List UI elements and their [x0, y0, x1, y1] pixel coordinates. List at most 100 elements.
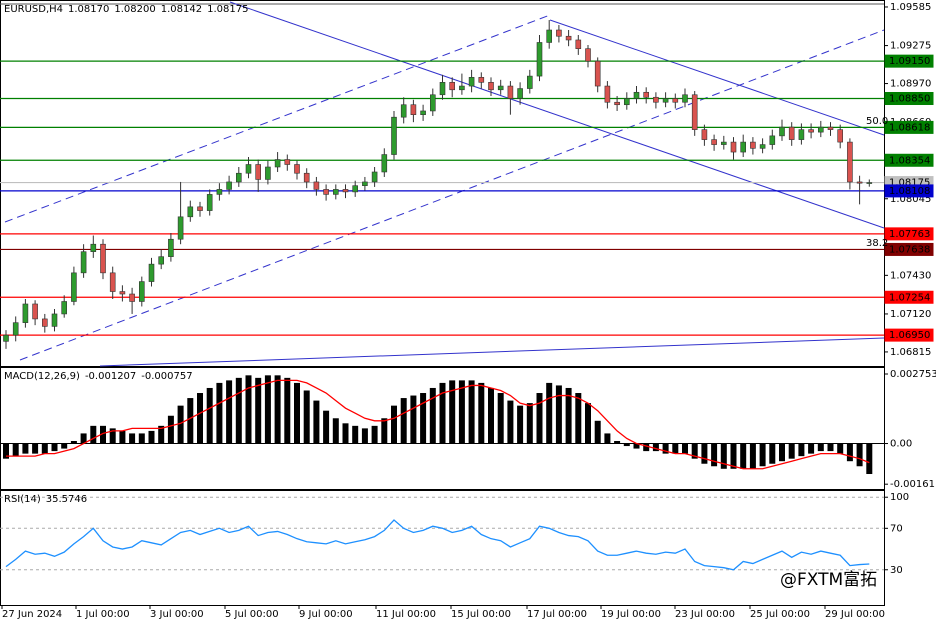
histogram-bar — [846, 443, 853, 462]
histogram-bar — [90, 425, 97, 444]
indicator-title: RSI(14) 35.5746 — [4, 494, 87, 505]
candle-body — [197, 206, 203, 211]
indicator-value: -0.001207 — [85, 371, 136, 382]
x-tick-label: 17 Jul 00:00 — [527, 609, 587, 620]
histogram-bar — [866, 443, 873, 475]
histogram-bar — [827, 443, 834, 452]
candle-body — [517, 88, 523, 99]
candle-body — [303, 172, 310, 183]
candle-body — [51, 313, 58, 327]
level-label: 1.07254 — [889, 292, 930, 303]
histogram-bar — [332, 418, 339, 444]
candle-body — [546, 29, 553, 43]
candle-body — [556, 29, 562, 37]
candle-body — [323, 189, 329, 195]
candle-body — [536, 42, 543, 77]
histogram-bar — [352, 425, 359, 444]
candle-body — [158, 256, 164, 265]
x-tick-label: 15 Jul 00:00 — [451, 609, 511, 620]
candle-body — [866, 182, 873, 184]
histogram-bar — [575, 393, 582, 444]
candle-body — [798, 129, 805, 140]
candle-body — [177, 216, 184, 240]
candle-body — [391, 116, 397, 155]
candle-body — [604, 85, 611, 103]
x-tick-label: 27 Jun 2024 — [2, 609, 62, 620]
histogram-bar — [817, 443, 824, 452]
signal-line — [6, 379, 870, 470]
level-label: 1.08175 — [889, 178, 930, 189]
candle-body — [3, 334, 9, 342]
level-label: 1.07763 — [889, 229, 930, 240]
y-tick-label: 100 — [890, 492, 909, 503]
histogram-bar — [22, 443, 29, 454]
candle-body — [623, 98, 630, 106]
histogram-bar — [284, 377, 291, 444]
histogram-bar — [303, 390, 310, 444]
candle-body — [429, 94, 436, 112]
histogram-bar — [313, 400, 320, 444]
y-tick-label: -0.00161 — [890, 479, 935, 490]
level-label: 1.08618 — [889, 122, 930, 133]
histogram-bar — [643, 443, 650, 452]
level-label-box — [884, 153, 934, 167]
histogram-bar — [497, 393, 504, 444]
rsi-line — [5, 519, 870, 571]
histogram-bar — [32, 443, 39, 454]
histogram-bar — [109, 428, 116, 444]
y-tick-label: 1.09275 — [890, 41, 931, 52]
ohlc-value: 1.08175 — [207, 4, 248, 15]
candle-body — [61, 301, 68, 315]
x-tick-label: 19 Jul 00:00 — [601, 609, 661, 620]
candle-body — [255, 164, 261, 180]
histogram-bar — [167, 415, 174, 444]
fib-level-label: 38.2 — [866, 238, 888, 249]
x-tick-label: 1 Jul 00:00 — [76, 609, 130, 620]
histogram-bar — [468, 380, 475, 444]
histogram-bar — [565, 387, 572, 444]
histogram-bar — [691, 443, 698, 459]
histogram-bar — [633, 443, 640, 449]
level-label-box — [884, 184, 934, 198]
candle-body — [109, 272, 116, 292]
candle-body — [100, 243, 106, 274]
level-label: 1.07638 — [889, 244, 930, 255]
candle-body — [129, 293, 135, 302]
candle-body — [206, 194, 213, 211]
candle-body — [594, 60, 601, 87]
candle-body — [711, 139, 717, 145]
level-label-box — [884, 92, 934, 106]
level-label-box — [884, 290, 934, 304]
histogram-bar — [371, 425, 378, 444]
histogram-bar — [206, 387, 213, 444]
level-label-box — [884, 54, 934, 68]
histogram-bar — [361, 428, 368, 444]
histogram-bar — [119, 430, 126, 444]
histogram-bar — [594, 420, 601, 444]
candle-body — [313, 181, 320, 190]
candle-body — [682, 94, 688, 103]
frame — [0, 0, 885, 606]
level-label-box — [884, 227, 934, 241]
y-tick-label: 1.07430 — [890, 270, 931, 281]
histogram-bar — [555, 385, 562, 444]
x-tick-label: 29 Jul 00:00 — [825, 609, 885, 620]
candle-body — [32, 303, 38, 320]
candle-body — [226, 181, 232, 190]
histogram-bar — [177, 405, 184, 444]
candle-body — [643, 91, 650, 98]
candle-body — [808, 129, 814, 133]
histogram-bar — [197, 393, 203, 444]
chart-title: EURUSD,H4 1.08170 1.08200 1.08142 1.08175 — [4, 4, 248, 15]
x-tick-label: 5 Jul 00:00 — [225, 609, 279, 620]
candle-body — [265, 166, 271, 180]
candle-body — [817, 126, 824, 133]
x-tick-label: 9 Jul 00:00 — [299, 609, 353, 620]
y-tick-label: 1.08970 — [890, 79, 931, 90]
histogram-bar — [536, 393, 543, 444]
histogram-bar — [614, 441, 621, 444]
histogram-bar — [517, 405, 524, 444]
candle-body — [22, 303, 29, 323]
y-tick-label: 30 — [890, 565, 903, 576]
histogram-bar — [391, 405, 397, 444]
